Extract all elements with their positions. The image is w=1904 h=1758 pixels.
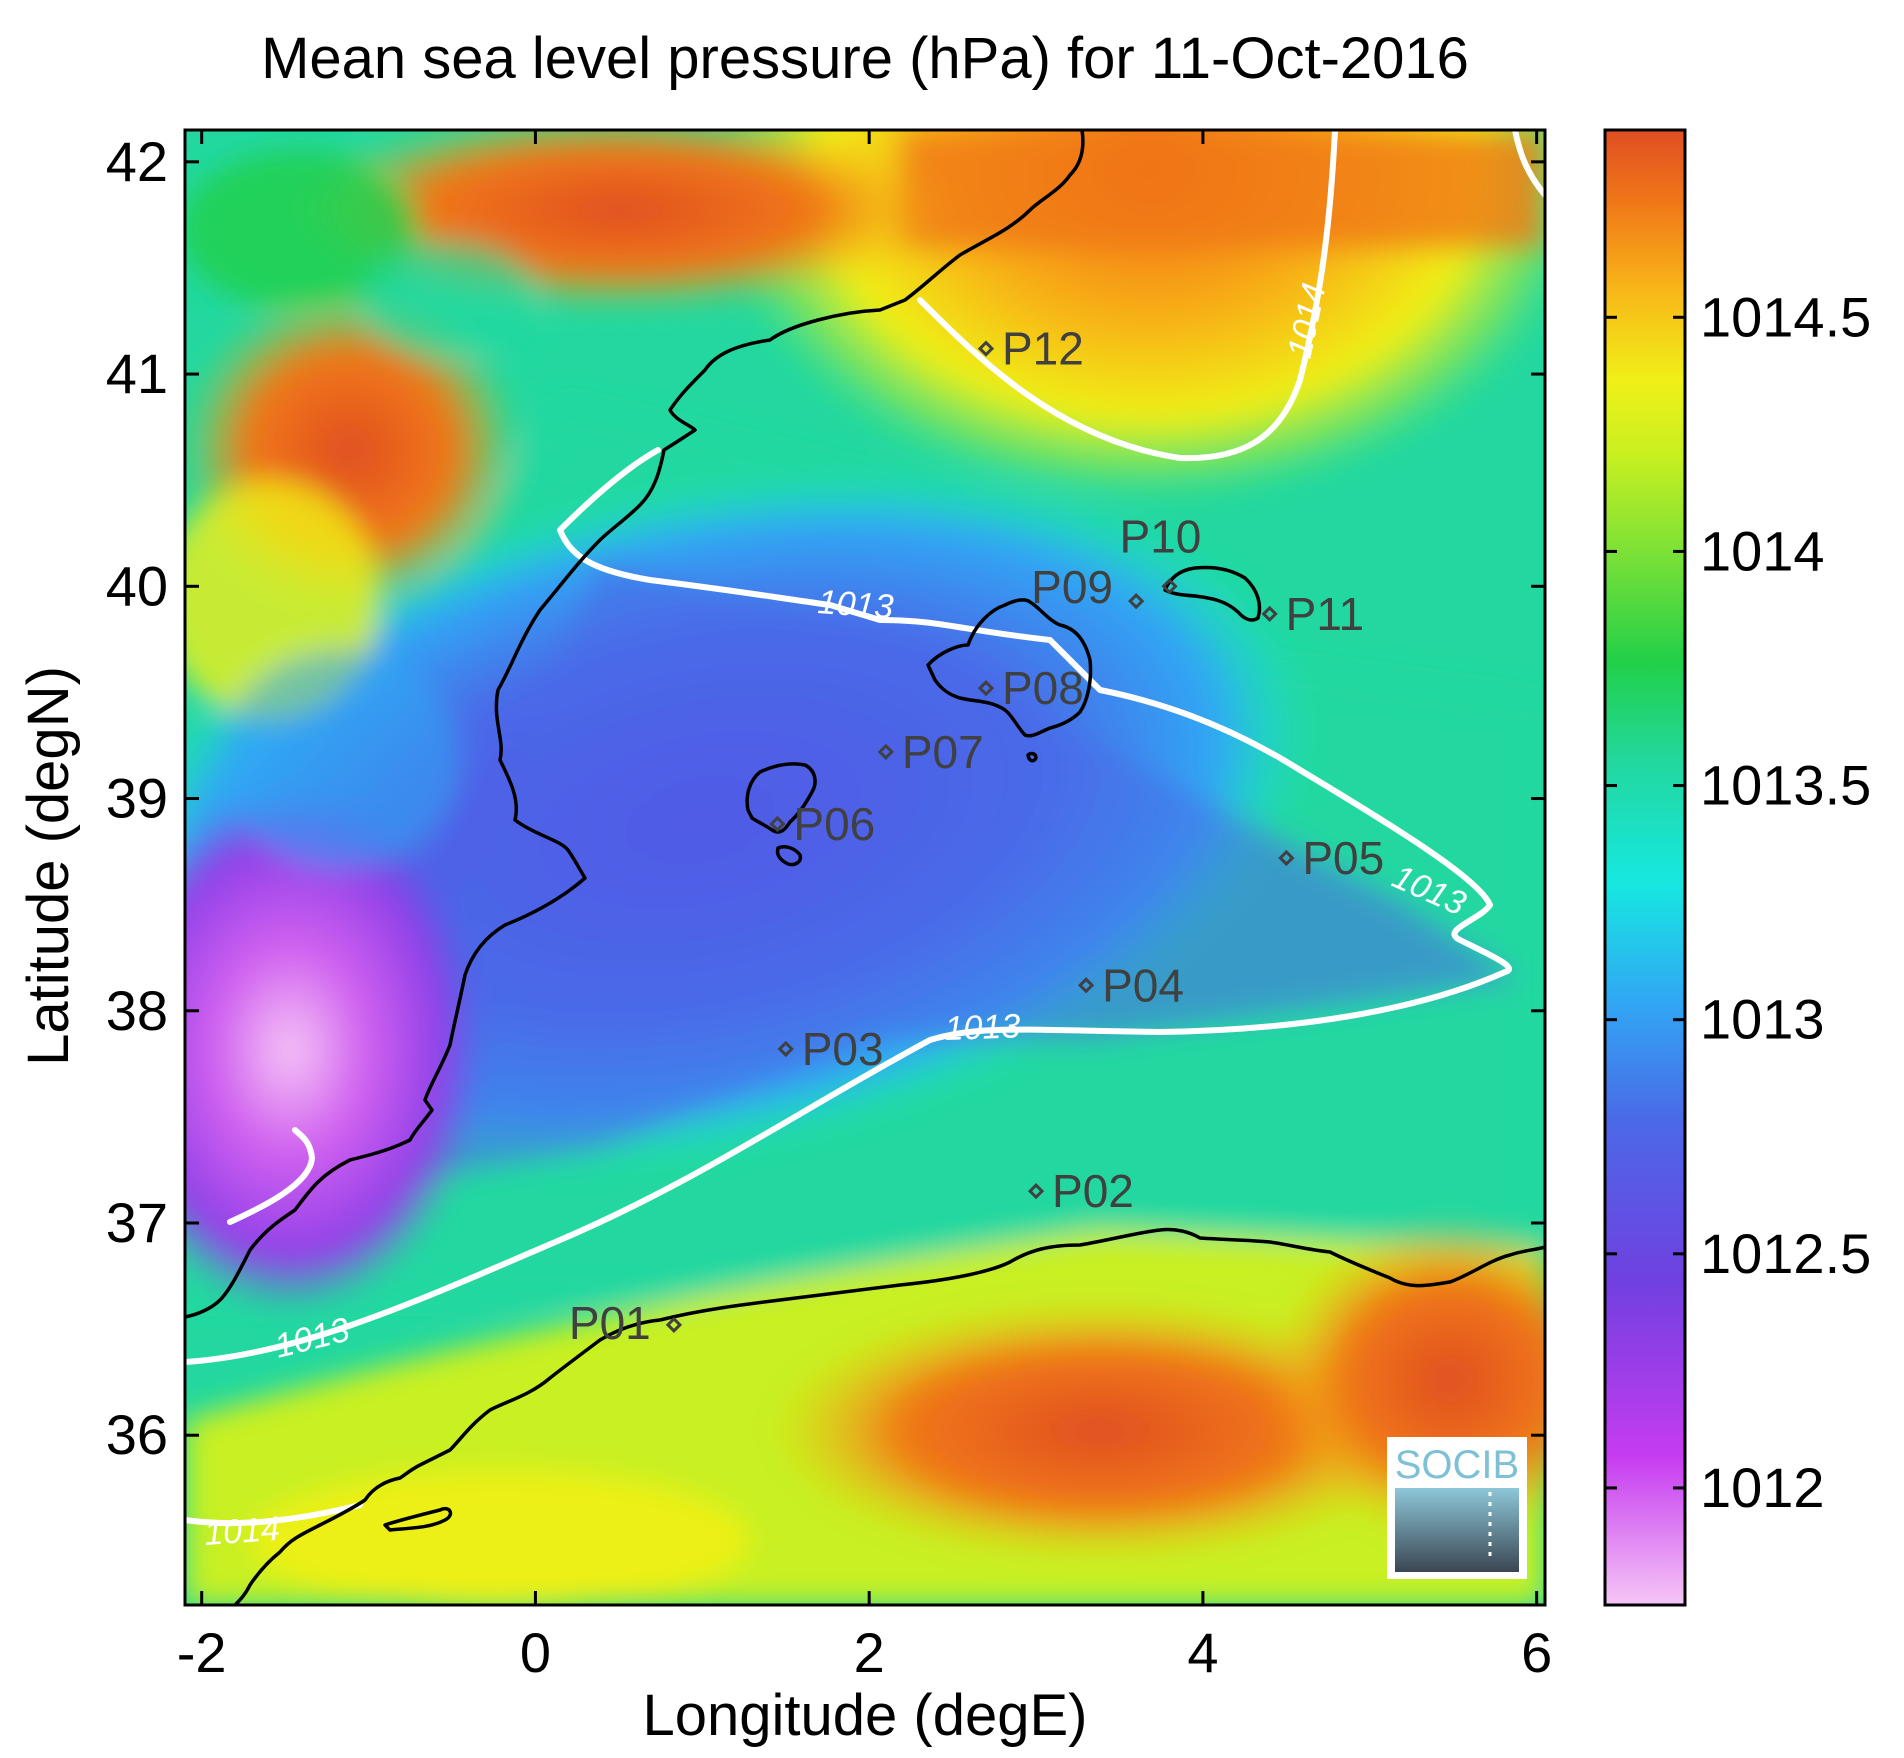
colorbar-ticks: 1012 1012.5 1013 1013.5 1014 1014.5 — [1605, 285, 1871, 1519]
station-label: P03 — [802, 1023, 884, 1075]
station-label: P02 — [1052, 1165, 1134, 1217]
colorbar — [1605, 130, 1685, 1605]
y-tick-label: 41 — [106, 342, 168, 405]
chart-title: Mean sea level pressure (hPa) for 11-Oct… — [261, 26, 1469, 91]
station-marker — [977, 680, 995, 697]
colorbar-tick-label: 1012 — [1700, 1456, 1825, 1519]
y-tick-label: 40 — [106, 554, 168, 617]
station-marker — [769, 815, 786, 833]
station-marker — [1278, 849, 1295, 867]
y-tick-label: 37 — [106, 1191, 168, 1254]
colorbar-frame — [1603, 128, 1687, 1607]
station-marker — [977, 340, 995, 357]
socib-logo: SOCIB — [1387, 1437, 1527, 1579]
colorbar-tick-label: 1014.5 — [1700, 285, 1871, 348]
station-marker — [1027, 1183, 1045, 1200]
isobar-lines — [185, 130, 1545, 1527]
socib-logo-text: SOCIB — [1395, 1443, 1519, 1487]
station-label: P05 — [1302, 832, 1384, 884]
contour-label: 1013 — [816, 583, 894, 626]
colorbar-tick-label: 1013 — [1700, 988, 1825, 1051]
colorbar-tick-label: 1012.5 — [1700, 1222, 1871, 1285]
station-label: P11 — [1286, 588, 1364, 640]
contour-label: 1013 — [944, 1007, 1021, 1048]
station-marker — [777, 1040, 794, 1058]
x-tick-label: 4 — [1187, 1621, 1218, 1684]
colorbar-tick-label: 1013.5 — [1700, 754, 1871, 817]
station-label: P12 — [1002, 323, 1084, 375]
pressure-field: 1013 1013 1013 1013 1014 1014 — [185, 130, 1545, 1605]
x-axis: -2 0 2 4 6 — [177, 130, 1552, 1684]
y-tick-label: 36 — [106, 1403, 168, 1466]
x-tick-label: 2 — [854, 1621, 885, 1684]
station-label: P08 — [1002, 662, 1084, 714]
y-tick-label: 39 — [106, 767, 168, 830]
y-axis-label: Latitude (degN) — [16, 666, 81, 1066]
station-label: P10 — [1120, 510, 1202, 562]
x-axis-label: Longitude (degE) — [643, 1683, 1088, 1748]
coastlines — [185, 130, 1545, 1605]
station-marker — [1077, 977, 1095, 994]
y-axis: 36 37 38 39 40 41 42 — [106, 130, 1545, 1466]
station-label: P06 — [793, 798, 875, 850]
y-tick-label: 38 — [106, 979, 168, 1042]
station-marker — [665, 1316, 683, 1333]
station-label: P09 — [1031, 561, 1113, 613]
colorbar-tick-label: 1014 — [1700, 519, 1825, 582]
station-marker — [1161, 578, 1178, 595]
station-marker — [1128, 593, 1145, 610]
station-label: P07 — [902, 726, 984, 778]
y-tick-label: 42 — [106, 130, 168, 193]
x-tick-label: -2 — [177, 1621, 227, 1684]
station-marker — [877, 743, 894, 760]
station-label: P04 — [1102, 959, 1184, 1011]
contour-label: 1014 — [203, 1510, 281, 1553]
station-marker — [1261, 605, 1278, 623]
station-label: P01 — [569, 1297, 651, 1349]
plot-frame — [183, 128, 1547, 1607]
x-tick-label: 0 — [520, 1621, 551, 1684]
x-tick-label: 6 — [1521, 1621, 1552, 1684]
